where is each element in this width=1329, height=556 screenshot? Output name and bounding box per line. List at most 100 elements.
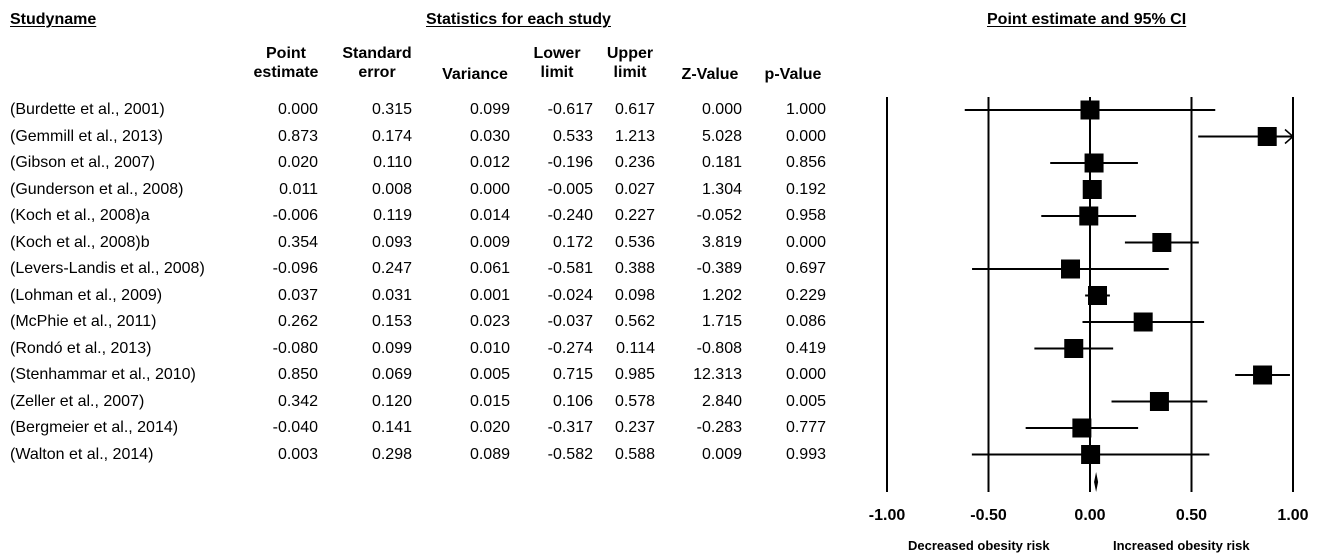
right-direction-label: Increased obesity risk — [1113, 538, 1250, 553]
table-cell: 0.227 — [614, 207, 655, 224]
study-name: (Rondó et al., 2013) — [10, 339, 152, 357]
table-cell: 0.001 — [469, 286, 510, 304]
column-header-line: limit — [613, 64, 647, 81]
table-cell: -0.196 — [547, 154, 593, 171]
table-cell: 2.840 — [701, 392, 742, 410]
table-cell: -0.317 — [547, 419, 593, 436]
table-cell: 0.000 — [469, 180, 510, 198]
study-name: (Levers-Landis et al., 2008) — [10, 260, 205, 277]
table-cell: 0.850 — [277, 366, 318, 383]
table-cell: 0.005 — [785, 392, 826, 410]
table-cell: 0.114 — [616, 339, 655, 357]
column-header-line: estimate — [253, 64, 319, 81]
point-estimate-marker — [1082, 180, 1102, 199]
table-cell: 0.009 — [701, 445, 742, 463]
table-cell: 0.578 — [614, 392, 655, 410]
table-cell: -0.040 — [272, 419, 318, 436]
table-cell: 0.174 — [371, 127, 412, 145]
table-cell: 0.236 — [614, 154, 655, 171]
study-name: (Zeller et al., 2007) — [10, 392, 145, 410]
x-tick-label: -0.50 — [970, 507, 1007, 524]
table-cell: -0.080 — [272, 339, 318, 357]
study-name-header: Studyname — [10, 11, 97, 28]
point-estimate-marker — [1079, 206, 1099, 226]
table-cell: 1.304 — [701, 180, 742, 198]
table-cell: 0.298 — [371, 445, 412, 463]
table-cell: 0.061 — [469, 260, 510, 277]
statistics-group-header: Statistics for each study — [426, 11, 611, 28]
table-cell: -0.283 — [696, 419, 742, 436]
table-cell: 0.958 — [785, 207, 826, 224]
table-cell: 0.536 — [614, 233, 655, 251]
table-cell: 0.010 — [469, 339, 510, 357]
table-cell: -0.006 — [272, 207, 318, 224]
table-cell: 0.005 — [469, 366, 510, 383]
point-estimate-marker — [1081, 445, 1101, 464]
table-cell: 0.089 — [469, 445, 510, 463]
table-cell: 0.015 — [469, 392, 510, 410]
summary-diamond — [1094, 472, 1099, 492]
table-cell: 0.037 — [277, 286, 318, 304]
column-header-line: Standard — [342, 45, 412, 62]
point-estimate-marker — [1149, 392, 1169, 411]
table-cell: 0.023 — [469, 313, 510, 330]
table-cell: -0.005 — [547, 180, 593, 198]
column-header-line: Lower — [533, 45, 581, 62]
table-cell: 0.000 — [785, 233, 826, 251]
column-header-line: limit — [540, 64, 574, 81]
table-cell: -0.024 — [547, 286, 593, 304]
table-cell: -0.096 — [272, 260, 318, 277]
table-cell: 0.119 — [373, 207, 412, 224]
table-cell: 0.777 — [785, 419, 826, 436]
study-name: (Stenhammar et al., 2010) — [10, 366, 196, 383]
table-cell: 0.011 — [279, 180, 318, 198]
table-cell: 0.388 — [614, 260, 655, 277]
column-header: p-Value — [764, 66, 822, 83]
x-tick-label: 0.00 — [1074, 507, 1106, 524]
point-estimate-marker — [1133, 312, 1153, 332]
table-cell: 0.262 — [277, 313, 318, 330]
study-name: (Gibson et al., 2007) — [10, 154, 155, 171]
study-name: (Lohman et al., 2009) — [10, 286, 163, 304]
point-estimate-marker — [1064, 339, 1084, 358]
table-cell: -0.389 — [696, 260, 742, 277]
table-cell: 0.342 — [277, 392, 318, 410]
table-cell: 0.237 — [614, 419, 655, 436]
table-cell: 0.000 — [277, 101, 318, 118]
table-cell: -0.052 — [696, 207, 742, 224]
table-cell: 1.715 — [701, 313, 742, 330]
table-cell: 0.031 — [371, 286, 412, 304]
table-cell: 0.099 — [371, 339, 412, 357]
table-cell: -0.582 — [547, 445, 593, 463]
ci-arrow — [1284, 128, 1295, 145]
table-cell: 0.000 — [785, 366, 826, 383]
column-header: Point estimate — [236, 44, 336, 82]
table-cell: 0.000 — [701, 101, 742, 118]
point-estimate-marker — [1080, 100, 1100, 120]
table-cell: 0.086 — [785, 313, 826, 330]
point-estimate-marker — [1253, 365, 1273, 385]
table-cell: 0.012 — [469, 154, 510, 171]
table-cell: 0.697 — [785, 260, 826, 277]
table-cell: -0.240 — [547, 207, 593, 224]
table-cell: 0.093 — [371, 233, 412, 251]
column-header: Upper limit — [580, 44, 680, 82]
table-cell: 0.000 — [785, 127, 826, 145]
table-cell: 0.003 — [277, 445, 318, 463]
table-cell: 0.181 — [701, 154, 742, 171]
column-header: Lower limit — [507, 44, 607, 82]
table-cell: 12.313 — [693, 366, 742, 383]
table-cell: 0.014 — [469, 207, 510, 224]
study-name: (Burdette et al., 2001) — [10, 101, 165, 118]
table-cell: 0.588 — [614, 445, 655, 463]
table-cell: 0.993 — [785, 445, 826, 463]
study-name: (Koch et al., 2008)b — [10, 233, 150, 251]
table-cell: 0.069 — [371, 366, 412, 383]
table-cell: 0.120 — [371, 392, 412, 410]
study-name: (Gunderson et al., 2008) — [10, 180, 184, 198]
point-estimate-marker — [1072, 418, 1092, 438]
table-cell: 0.315 — [371, 101, 412, 118]
table-cell: 0.141 — [371, 419, 412, 436]
table-cell: -0.037 — [547, 313, 593, 330]
